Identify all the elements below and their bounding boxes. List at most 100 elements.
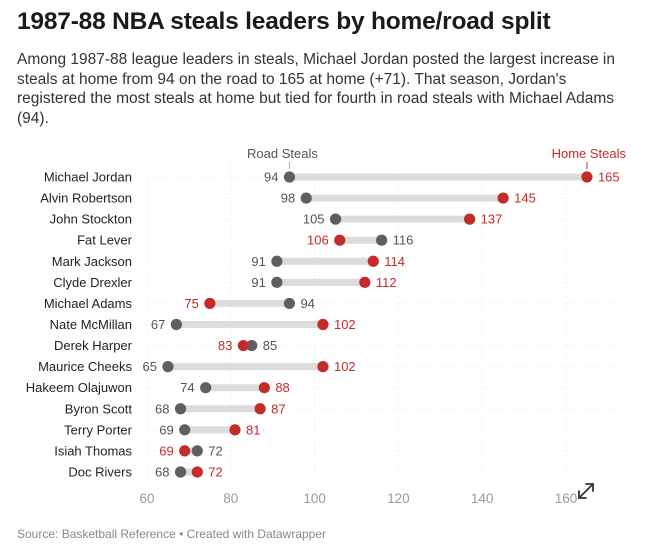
- home-dot: [367, 255, 379, 267]
- road-value-label: 67: [151, 317, 165, 332]
- dot-range-chart: Road Steals Home Steals Michael Jordan 94 1…: [26, 146, 627, 506]
- road-value-label: 91: [251, 254, 265, 269]
- home-value-label: 75: [184, 296, 198, 311]
- player-row: Hakeem Olajuwon 74 88: [26, 380, 290, 395]
- home-dot: [229, 424, 241, 436]
- road-dot: [246, 339, 258, 352]
- road-dot: [174, 466, 187, 478]
- player-name: Michael Jordan: [44, 170, 132, 185]
- player-row: Michael Adams 94 75: [44, 296, 315, 311]
- road-dot: [376, 234, 388, 246]
- player-name: Maurice Cheeks: [38, 359, 132, 374]
- road-value-label: 94: [264, 170, 278, 185]
- road-dot: [283, 171, 296, 183]
- player-row: Alvin Robertson 98 145: [40, 191, 536, 206]
- home-value-label: 114: [384, 254, 405, 269]
- legend-road: Road Steals: [247, 146, 318, 161]
- home-value-label: 102: [334, 359, 356, 374]
- home-dot: [581, 171, 593, 183]
- player-name: Doc Rivers: [68, 464, 132, 479]
- player-row: Doc Rivers 68 72: [68, 464, 222, 479]
- chart-title: 1987-88 NBA steals leaders by home/road …: [17, 8, 551, 35]
- home-value-label: 137: [481, 212, 503, 227]
- chart-subtitle: Among 1987-88 league leaders in steals, …: [17, 51, 615, 127]
- player-name: Alvin Robertson: [40, 191, 132, 206]
- road-value-label: 91: [251, 275, 265, 290]
- road-dot: [271, 276, 283, 288]
- home-dot: [237, 339, 249, 352]
- home-value-label: 88: [275, 380, 289, 395]
- player-name: Derek Harper: [54, 338, 133, 353]
- player-row: Terry Porter 69 81: [64, 422, 260, 437]
- road-value-label: 74: [180, 380, 194, 395]
- home-value-label: 83: [218, 338, 232, 353]
- road-dot: [283, 297, 296, 310]
- x-tick-label: 60: [139, 491, 154, 506]
- home-value-label: 106: [307, 233, 329, 248]
- road-value-label: 65: [142, 359, 156, 374]
- road-value-label: 116: [393, 233, 414, 248]
- road-dot: [300, 192, 312, 204]
- x-tick-label: 100: [303, 491, 326, 506]
- home-dot: [317, 318, 329, 331]
- player-name: Terry Porter: [64, 422, 133, 437]
- home-dot: [254, 403, 266, 415]
- legend-home: Home Steals: [552, 146, 627, 161]
- home-value-label: 69: [159, 443, 173, 458]
- road-value-label: 72: [208, 443, 222, 458]
- player-name: Nate McMillan: [50, 317, 132, 332]
- x-tick-label: 140: [471, 491, 494, 506]
- road-value-label: 68: [155, 464, 169, 479]
- road-dot: [162, 361, 174, 373]
- road-dot: [179, 424, 191, 436]
- home-dot: [317, 361, 329, 373]
- road-dot: [191, 445, 203, 457]
- home-dot: [334, 234, 346, 246]
- player-row: Derek Harper 85 83: [54, 338, 277, 353]
- road-value-label: 105: [303, 212, 325, 227]
- home-dot: [258, 382, 270, 394]
- home-dot: [359, 276, 371, 288]
- legend: Road Steals Home Steals: [247, 146, 626, 169]
- home-value-label: 72: [208, 464, 222, 479]
- home-dot: [179, 445, 191, 457]
- player-name: Hakeem Olajuwon: [26, 380, 132, 395]
- x-axis: 60 80 100 120 140 160: [139, 491, 577, 506]
- player-name: Clyde Drexler: [53, 275, 132, 290]
- player-row: Nate McMillan 67 102: [50, 317, 356, 332]
- player-row: John Stockton 105 137: [50, 212, 503, 227]
- player-name: Fat Lever: [77, 233, 133, 248]
- source-credit: Source: Basketball Reference • Created w…: [17, 527, 327, 541]
- player-name: Mark Jackson: [52, 254, 132, 269]
- player-row: Maurice Cheeks 65 102: [38, 359, 356, 374]
- road-dot: [329, 213, 342, 225]
- player-rows: Michael Jordan 94 165 Alvin Robertson 98 145 J…: [26, 170, 620, 480]
- road-value-label: 98: [281, 191, 295, 206]
- player-row: Mark Jackson 91 114: [52, 254, 405, 269]
- road-dot: [200, 382, 212, 394]
- x-tick-label: 80: [223, 491, 238, 506]
- player-row: Fat Lever 116 106: [77, 233, 413, 248]
- player-name: Isiah Thomas: [54, 443, 132, 458]
- x-tick-label: 120: [387, 491, 410, 506]
- home-value-label: 145: [514, 191, 536, 206]
- home-dot: [497, 192, 509, 204]
- x-tick-label: 160: [555, 491, 578, 506]
- player-name: Michael Adams: [44, 296, 133, 311]
- player-row: Isiah Thomas 72 69: [54, 443, 223, 458]
- road-dot: [170, 318, 182, 331]
- home-value-label: 165: [598, 170, 620, 185]
- player-row: Clyde Drexler 91 112: [53, 275, 396, 290]
- road-dot: [271, 255, 283, 267]
- expand-icon[interactable]: [575, 480, 597, 502]
- home-value-label: 81: [246, 422, 260, 437]
- home-dot: [204, 297, 216, 310]
- player-row: Byron Scott 68 87: [65, 401, 286, 416]
- road-dot: [174, 403, 187, 415]
- home-value-label: 112: [376, 275, 397, 290]
- road-value-label: 69: [159, 422, 173, 437]
- home-value-label: 87: [271, 401, 285, 416]
- player-name: John Stockton: [50, 212, 132, 227]
- player-name: Byron Scott: [65, 401, 133, 416]
- road-value-label: 85: [263, 338, 277, 353]
